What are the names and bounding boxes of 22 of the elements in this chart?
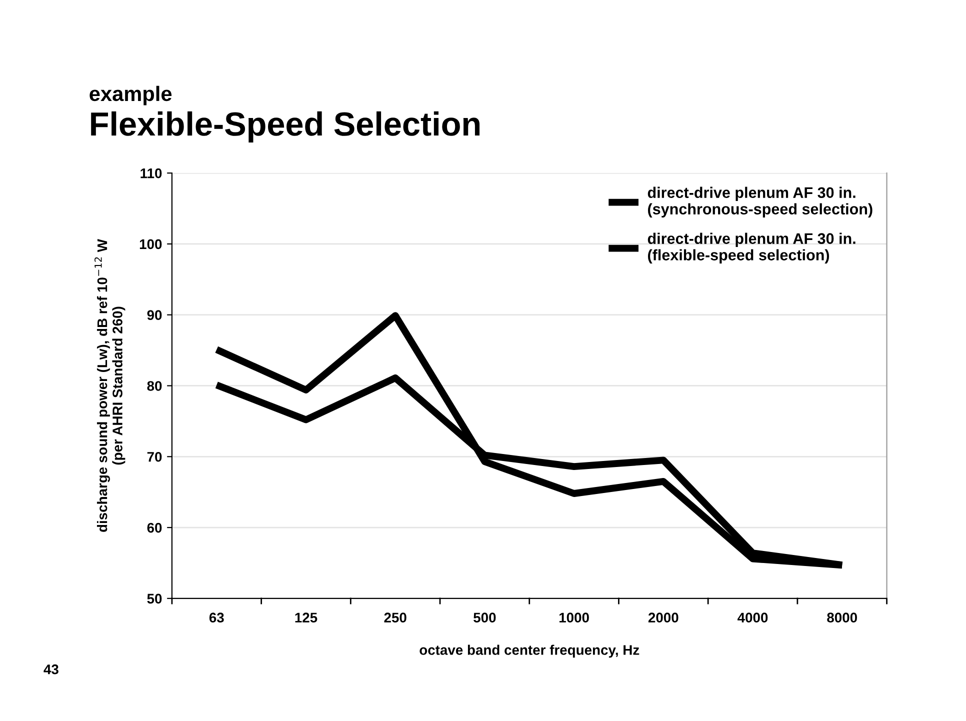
y-tick-label: 70 (147, 452, 162, 462)
x-tick-label: 250 (384, 612, 406, 623)
y-tick-label: 110 (140, 168, 162, 178)
y-tick-label: 80 (147, 381, 162, 391)
x-axis-title: octave band center frequency, Hz (420, 644, 640, 658)
x-tick-label: 125 (295, 612, 318, 623)
chart-subtitle: example (90, 86, 172, 106)
x-tick-label: 8000 (827, 612, 857, 623)
x-tick-label: 63 (209, 612, 224, 623)
chart-title: Flexible-Speed Selection (91, 111, 480, 142)
text: discharge sound power (Lw), dB ref 10$^{−12}$ W (per AHRI Standard 260) (94, 239, 126, 532)
legend-label: direct-drive plenum AF 30 in. (flexible-speed selection) (648, 232, 856, 264)
y-tick-label: 90 (147, 310, 162, 320)
y-tick-label: 60 (147, 522, 162, 533)
x-tick-label: 2000 (648, 612, 678, 623)
text: 43 (44, 664, 58, 674)
x-tick-label: 500 (474, 612, 496, 623)
y-tick-label: 50 (147, 594, 162, 604)
legend-label: direct-drive plenum AF 30 in. (synchronous-speed selection) (648, 186, 872, 218)
y-tick-label: 100 (140, 239, 162, 250)
x-tick-label: 1000 (559, 612, 589, 623)
x-tick-label: 4000 (738, 612, 768, 623)
